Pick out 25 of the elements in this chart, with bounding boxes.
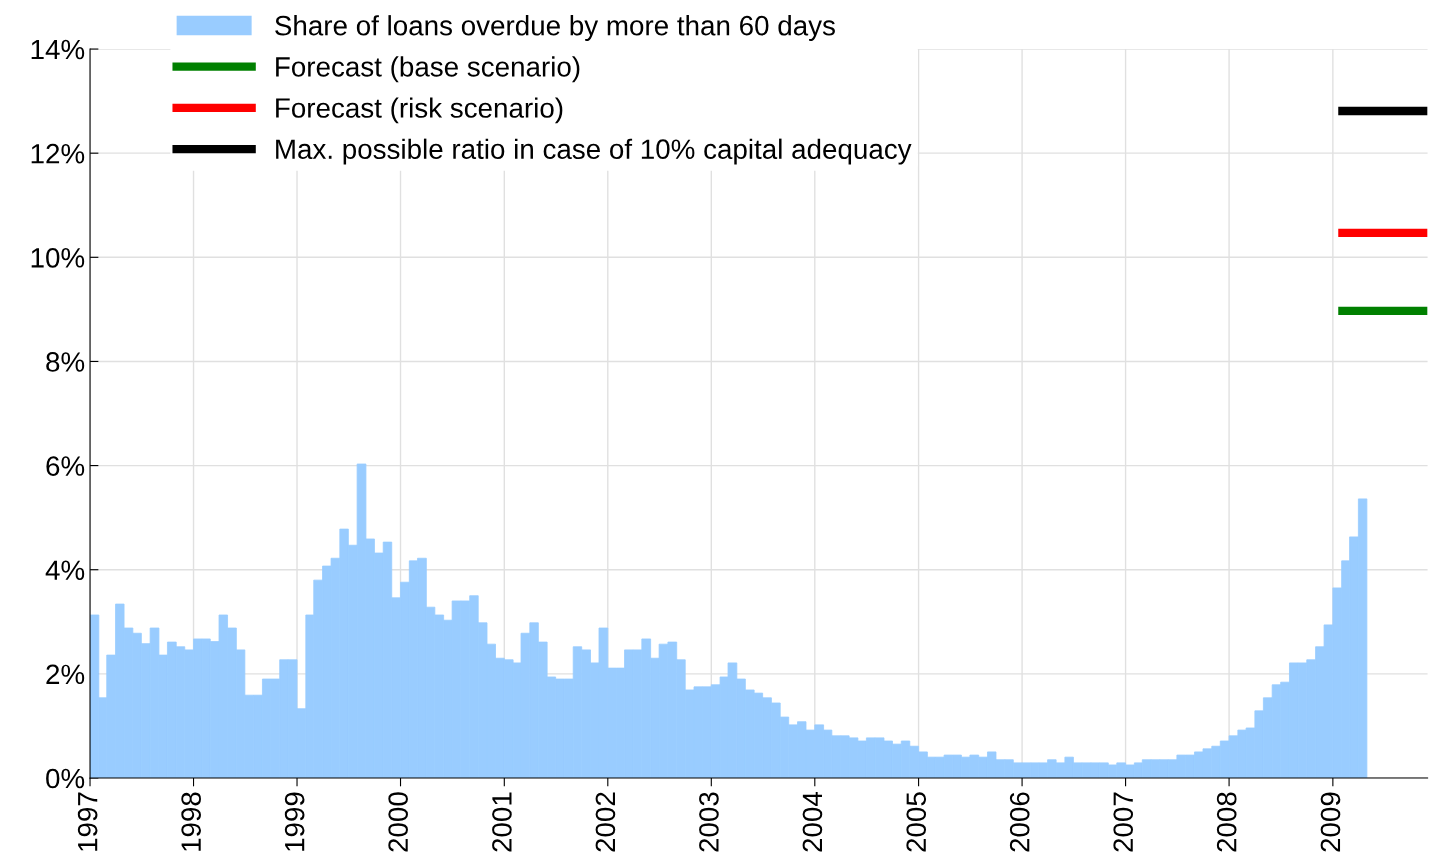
y-tick-label: 2%	[46, 664, 85, 685]
legend-label: Share of loans overdue by more than 60 days	[275, 15, 835, 42]
y-tick-label: 12%	[31, 143, 85, 164]
x-tick-label: 2003	[699, 792, 719, 852]
x-tick-label: 2002	[595, 792, 616, 852]
x-tick-label: 2000	[388, 792, 408, 852]
x-tick-label: 1999	[284, 792, 305, 851]
legend-label: Forecast (base scenario)	[276, 56, 580, 83]
x-tick-label: 2004	[802, 791, 823, 852]
y-tick-label: 8%	[46, 352, 85, 372]
y-tick-label: 0%	[46, 768, 85, 789]
x-tick-label: 2001	[492, 792, 512, 852]
x-tick-label: 2009	[1320, 792, 1341, 852]
y-tick-label: 10%	[31, 247, 85, 268]
x-tick-label: 1998	[181, 792, 201, 851]
y-tick-label: 6%	[46, 456, 85, 476]
y-tick-label: 14%	[31, 39, 85, 60]
x-tick-label: 2005	[906, 792, 927, 852]
legend-label: Max. possible ratio in case of 10% capital adequacy	[276, 138, 912, 165]
x-tick-label: 2008	[1216, 792, 1237, 852]
legend-label: Forecast (risk scenario)	[276, 97, 563, 124]
x-tick-label: 1997	[77, 792, 98, 851]
x-tick-label: 2006	[1009, 792, 1030, 852]
y-tick-label: 4%	[45, 560, 85, 580]
x-tick-label: 2007	[1113, 792, 1134, 852]
